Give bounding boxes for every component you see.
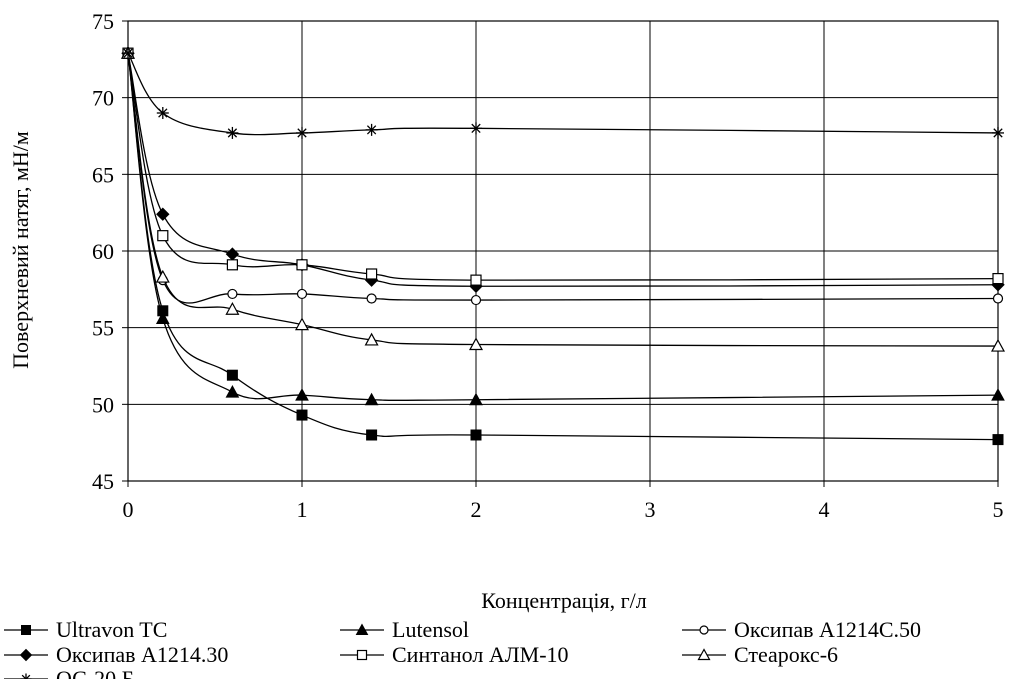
y-tick-label: 60 [92,239,114,264]
legend-item: Оксипав А1214.30 [4,642,228,667]
point-marker [296,126,308,139]
point-marker [19,648,33,662]
y-tick-label: 50 [92,392,114,417]
point-marker [356,649,368,661]
point-marker [992,434,1004,446]
y-tick-labels: 45 50 55 60 65 70 75 [92,9,114,494]
point-marker [296,259,308,271]
point-marker [226,369,238,381]
series-5 [120,45,1006,352]
y-tick-label: 55 [92,316,114,341]
series-line [127,53,999,281]
legend-label: Ultravon TC [56,617,167,642]
axes [122,20,999,487]
point-marker [296,288,308,300]
legend-item: Lutensol [340,617,469,642]
x-tick-label: 3 [645,497,656,522]
series-0 [122,47,1004,446]
point-marker [697,648,711,661]
point-marker [156,107,169,119]
point-marker [155,311,170,324]
point-marker [295,388,309,401]
series-1 [121,46,1005,406]
grid-lines [127,20,999,482]
point-marker [992,126,1004,139]
point-marker [122,47,134,60]
point-marker [992,273,1004,285]
series-line [127,53,999,441]
legend-item: Оксипав А1214С.50 [682,617,921,642]
series-line [127,53,999,304]
x-tick-labels: 0 1 2 3 4 5 [123,497,1004,522]
legend-label: Синтанол АЛМ-10 [392,642,569,667]
x-axis-title: Концентрація, г/л [481,588,646,613]
y-tick-label: 45 [92,469,114,494]
x-tick-label: 0 [123,497,134,522]
point-marker [470,274,482,286]
point-marker [226,126,239,139]
point-marker [225,302,240,315]
point-marker [470,294,482,306]
legend-item: ОС-20 Б [4,666,134,679]
legend-item: Ultravon TC [4,617,167,642]
legend-label: ОС-20 Б [56,666,134,679]
point-marker [225,385,240,398]
legend-label: Стеарокс-6 [734,642,838,667]
point-marker [366,293,377,304]
x-tick-label: 1 [297,497,308,522]
point-marker [355,623,369,635]
series-group [120,45,1006,446]
point-marker [468,337,484,351]
point-marker [157,230,169,242]
point-marker [294,317,310,331]
point-marker [225,247,240,261]
legend-label: Lutensol [392,617,469,642]
legend-item: Синтанол АЛМ-10 [340,642,569,667]
x-tick-label: 4 [819,497,830,522]
y-tick-label: 65 [92,162,114,187]
y-tick-label: 70 [92,86,114,111]
series-4 [122,47,1004,286]
legend: Ultravon TC Lutensol Оксипав А1214С.50 Окси… [4,617,921,679]
point-marker [990,338,1006,352]
point-marker [155,269,170,283]
point-marker [296,409,308,421]
point-marker [991,388,1005,401]
point-marker [470,122,482,135]
series-line [127,53,999,402]
legend-label: Оксипав А1214С.50 [734,617,921,642]
point-marker [226,259,238,271]
point-marker [364,392,379,406]
point-marker [20,673,32,679]
point-marker [699,625,709,635]
legend-item: Стеарокс-6 [682,642,838,667]
y-axis-title: Поверхневий натяг, мН/м [8,131,33,369]
point-marker [156,207,170,221]
series-6 [122,47,1004,139]
point-marker [227,288,238,300]
y-tick-label: 75 [92,9,114,34]
series-line [127,53,999,347]
point-marker [470,429,482,441]
legend-label: Оксипав А1214.30 [56,642,228,667]
point-marker [364,332,379,346]
plot-frame [127,20,999,482]
point-marker [469,392,483,406]
series-3 [121,46,1005,293]
point-marker [366,268,378,280]
point-marker [365,123,378,136]
series-line [127,52,999,136]
point-marker [992,293,1004,304]
x-tick-label: 5 [993,497,1004,522]
point-marker [366,429,378,441]
point-marker [21,625,31,635]
x-tick-label: 2 [471,497,482,522]
